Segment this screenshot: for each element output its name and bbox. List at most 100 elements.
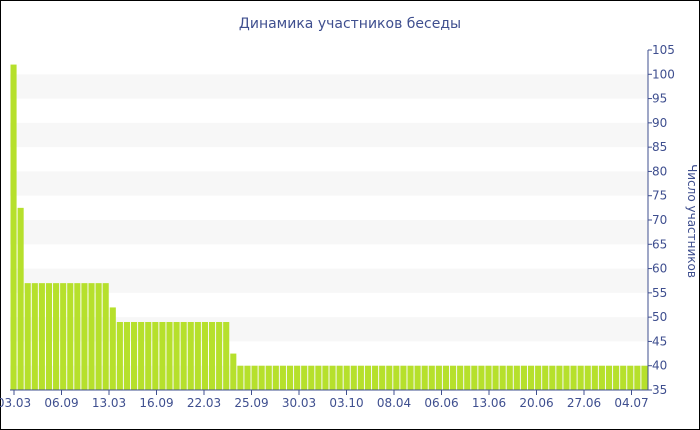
bar [542,365,549,390]
bar [265,365,272,390]
bar [591,365,598,390]
bar [315,365,322,390]
x-tick-labels: 03.03 06.09 13.03 16.09 22.03 25.09 30.03 03.10… [0,396,649,410]
grid-band [10,122,648,148]
bar [45,283,53,390]
bar [478,365,485,390]
x-tick-label: 03.03 [0,396,31,410]
x-tick-label: 13.06 [472,396,506,410]
bar [251,365,258,390]
bar [322,365,329,390]
bar [294,365,301,390]
y-tick-label: 40 [652,359,667,373]
bar [74,283,81,390]
x-tick-label: 22.03 [187,396,221,410]
bar [414,365,421,390]
grid-band [10,74,648,99]
x-tick-label: 20.06 [519,396,553,410]
y-tick-label: 75 [652,189,667,203]
bar [216,322,223,390]
bar [343,365,350,390]
axes [10,49,652,395]
bar [230,353,237,390]
bar [67,283,74,390]
bar [194,322,201,390]
x-tick-label: 03.10 [329,396,363,410]
bar [116,322,123,390]
grid-band [10,317,648,342]
bar [364,365,372,390]
bar [393,365,400,390]
bar [286,365,294,390]
bar [301,365,308,390]
bar [17,207,24,390]
bar [131,322,138,390]
bar [428,365,435,390]
bar [95,283,102,390]
bar [386,365,393,390]
bar [24,283,31,390]
grid-band [10,171,648,196]
bar [641,365,648,390]
bar [450,365,457,390]
bar [223,322,230,390]
bar [180,322,187,390]
y-tick-label: 100 [652,67,675,81]
y-tick-label: 70 [652,213,667,227]
x-tick-label: 25.09 [234,396,268,410]
y-tick-label: 85 [652,140,667,154]
x-tick-label: 04.07 [614,396,648,410]
bar [627,365,634,390]
bar [485,365,492,390]
bar [535,365,542,390]
y-tick-label: 35 [652,383,667,397]
bar [258,365,265,390]
bar [31,283,38,390]
bar [336,365,343,390]
bar [187,322,194,390]
y-tick-label: 55 [652,286,667,300]
bar [329,365,336,390]
y-tick-label: 65 [652,237,667,251]
bar [563,365,570,390]
bar [145,322,152,390]
bar [520,365,527,390]
bar [372,365,379,390]
bar [613,365,620,390]
bar [549,365,556,390]
bar [244,365,251,390]
background-bands [10,74,648,390]
bar [173,322,180,390]
bar [400,365,407,390]
grid-band [10,268,648,293]
bar [308,365,315,390]
bar [457,365,464,390]
x-tick-label: 27.06 [567,396,601,410]
x-tick-label: 13.03 [92,396,126,410]
bar [53,283,60,390]
x-tick-label: 30.03 [282,396,316,410]
bar [407,365,414,390]
y-tick-label: 95 [652,92,667,106]
bar [166,322,173,390]
x-tick-label: 08.04 [377,396,411,410]
bar [357,365,364,390]
chart-title: Динамика участников беседы [239,16,461,32]
x-tick-label: 16.09 [139,396,173,410]
bar [272,365,279,390]
bar [152,322,159,390]
bar [506,365,513,390]
bar [527,365,535,390]
bar [88,283,95,390]
bar [442,365,450,390]
bar [208,322,216,390]
bar [634,365,641,390]
bar [598,365,605,390]
bar [159,322,166,390]
y-tick-label: 105 [652,43,675,57]
bar [556,365,563,390]
bar [123,322,131,390]
bar [350,365,357,390]
